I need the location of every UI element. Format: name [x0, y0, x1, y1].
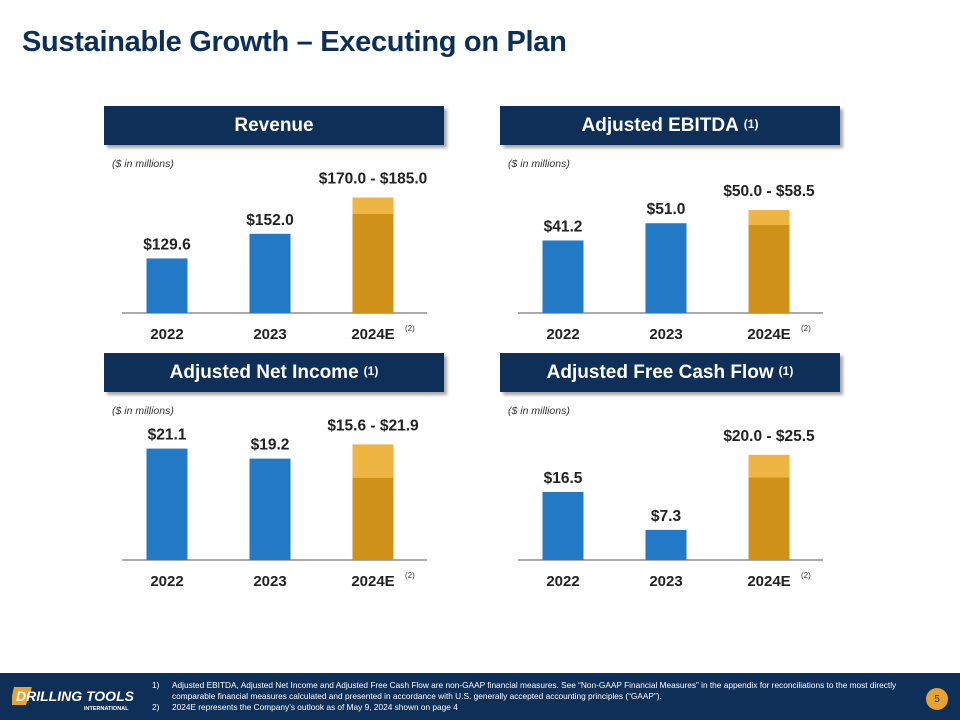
data-label: $152.0 — [246, 212, 293, 229]
category-label: 2023 — [253, 573, 286, 590]
units-label: ($ in millions) — [508, 158, 570, 170]
category-label: 2022 — [150, 573, 183, 590]
panel-banner: Revenue — [104, 106, 444, 145]
footnote-1: 1) Adjusted EBITDA, Adjusted Net Income … — [152, 680, 912, 702]
page-number: 5 — [926, 688, 948, 710]
data-label: $21.1 — [148, 427, 187, 444]
bar-2024E-range — [352, 197, 394, 214]
data-label: $41.2 — [544, 218, 583, 235]
data-label: $170.0 - $185.0 — [319, 171, 428, 188]
adjusted-free-cash-flow-panel: Adjusted Free Cash Flow (1) ($ in millio… — [500, 353, 840, 613]
svg-text:DRILLING TOOLS: DRILLING TOOLS — [16, 688, 135, 704]
data-label: $50.0 - $58.5 — [723, 183, 815, 200]
footnote-text: 2024E represents the Company’s outlook a… — [172, 702, 458, 712]
bar-2022 — [542, 491, 584, 560]
revenue-chart: $129.6 2022 $152.0 2023 $170.0 - $185.0 2024E… — [122, 171, 428, 343]
svg-text:INTERNATIONAL: INTERNATIONAL — [84, 706, 129, 712]
footnote-ref: (2) — [405, 324, 415, 333]
panel-banner: Adjusted EBITDA (1) — [500, 106, 840, 145]
footnote-text: Adjusted EBITDA, Adjusted Net Income and… — [172, 680, 897, 701]
category-label: 2024E — [351, 326, 394, 343]
panel-title: Adjusted Free Cash Flow — [546, 361, 774, 383]
data-label: $7.3 — [651, 508, 682, 525]
data-label: $51.0 — [647, 201, 686, 218]
category-label: 2022 — [546, 573, 579, 590]
bar-2022 — [146, 448, 188, 560]
bar-2023 — [645, 529, 687, 560]
bar-2022 — [542, 240, 584, 313]
bar-2024E-range — [748, 210, 790, 225]
category-label: 2022 — [150, 326, 183, 343]
bar-2023 — [249, 458, 291, 560]
footnote-ref: (2) — [801, 571, 811, 580]
page-title: Sustainable Growth – Executing on Plan — [22, 26, 567, 58]
adjusted-ebitda-chart: $41.2 2022 $51.0 2023 $50.0 - $58.5 2024E (2) — [518, 183, 823, 343]
units-label: ($ in millions) — [508, 405, 570, 417]
panel-banner: Adjusted Net Income (1) — [104, 353, 444, 392]
adjusted-net-income-panel: Adjusted Net Income (1) ($ in millions) … — [104, 353, 444, 613]
bar-2024E-low — [352, 214, 394, 313]
bar-2024E-low — [748, 225, 790, 313]
adjusted-ebitda-panel: Adjusted EBITDA (1) ($ in millions) $41.… — [500, 106, 840, 366]
footer-bar: DRILLING TOOLS INTERNATIONAL 1) Adjusted… — [0, 673, 960, 720]
footnote-number: 1) — [152, 680, 160, 690]
bar-2024E-range — [352, 444, 394, 478]
bar-2023 — [249, 233, 291, 313]
bar-2024E-range — [748, 454, 790, 478]
data-label: $19.2 — [251, 437, 290, 454]
footnote-ref: (1) — [363, 363, 379, 378]
data-label: $16.5 — [544, 470, 583, 487]
data-label: $129.6 — [143, 236, 191, 253]
footnote-number: 2) — [152, 702, 160, 712]
footnote-ref: (2) — [405, 571, 415, 580]
footnotes: 1) Adjusted EBITDA, Adjusted Net Income … — [152, 680, 912, 713]
units-label: ($ in millions) — [112, 158, 174, 170]
bar-2023 — [645, 223, 687, 313]
adjusted-free-cash-flow-chart: $16.5 2022 $7.3 2023 $20.0 - $25.5 2024E (2) — [518, 428, 823, 590]
bar-2022 — [146, 258, 188, 313]
category-label: 2024E — [747, 326, 790, 343]
panel-title: Adjusted Net Income — [169, 361, 359, 383]
adjusted-net-income-chart: $21.1 2022 $19.2 2023 $15.6 - $21.9 2024E (2) — [122, 417, 427, 590]
category-label: 2023 — [649, 573, 682, 590]
data-label: $15.6 - $21.9 — [327, 417, 419, 434]
footnote-ref: (1) — [743, 116, 759, 131]
footnote-2: 2) 2024E represents the Company’s outloo… — [152, 702, 912, 713]
data-label: $20.0 - $25.5 — [723, 428, 815, 445]
category-label: 2022 — [546, 326, 579, 343]
category-label: 2024E — [747, 573, 790, 590]
footnote-ref: (2) — [801, 324, 811, 333]
category-label: 2023 — [649, 326, 682, 343]
category-label: 2023 — [253, 326, 286, 343]
bar-2024E-low — [352, 477, 394, 560]
units-label: ($ in millions) — [112, 405, 174, 417]
bar-2024E-low — [748, 477, 790, 560]
panel-title: Revenue — [234, 114, 314, 136]
category-label: 2024E — [351, 573, 394, 590]
revenue-panel: Revenue ($ in millions) $129.6 2022 $152.0… — [104, 106, 444, 366]
footnote-ref: (1) — [778, 363, 794, 378]
panel-banner: Adjusted Free Cash Flow (1) — [500, 353, 840, 392]
panel-title: Adjusted EBITDA — [581, 114, 739, 136]
drilling-tools-logo: DRILLING TOOLS INTERNATIONAL — [12, 687, 135, 712]
